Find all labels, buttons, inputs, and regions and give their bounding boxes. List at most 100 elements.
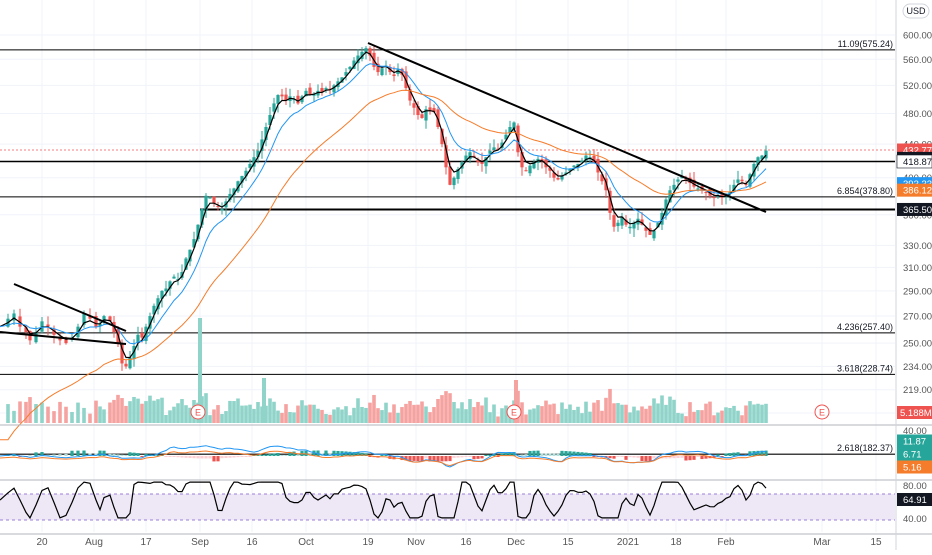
price-tick-label: 330.00 — [903, 241, 932, 252]
volume-bar — [184, 405, 188, 423]
macd-histogram-bar — [292, 451, 296, 456]
macd-histogram-bar — [616, 456, 620, 457]
volume-bar — [640, 406, 644, 423]
macd-histogram-bar — [108, 453, 112, 456]
earnings-marker-label: E — [195, 408, 201, 418]
candle-body — [432, 108, 436, 113]
volume-bar — [472, 407, 476, 423]
fib-level-label: 3.618(228.74) — [837, 363, 893, 373]
macd-histogram-bar — [188, 456, 192, 459]
price-tick-label: 520.00 — [903, 81, 932, 92]
macd-histogram-bar — [704, 456, 708, 459]
macd-histogram-bar — [536, 450, 540, 456]
macd-histogram-bar — [102, 450, 106, 456]
price-tick-label: 290.00 — [903, 286, 932, 297]
candle-body — [476, 160, 480, 163]
macd-histogram-bar — [200, 456, 204, 459]
macd-histogram-bar — [400, 456, 404, 461]
macd-histogram-bar — [120, 454, 124, 456]
candle-body — [396, 69, 400, 74]
macd-histogram-bar — [236, 456, 240, 458]
candle-body — [748, 174, 752, 187]
candle-body — [568, 169, 572, 171]
macd-histogram-bar — [272, 453, 276, 456]
volume-bar — [460, 402, 464, 423]
volume-bar — [616, 403, 620, 423]
candle-body — [168, 281, 172, 289]
macd-histogram-bar — [756, 450, 760, 456]
macd-histogram-bar — [144, 453, 148, 456]
volume-bar — [636, 410, 640, 423]
volume-bar — [124, 405, 128, 423]
macd-histogram-bar — [452, 456, 456, 458]
rsi-tick-label: 80.00 — [903, 481, 927, 492]
time-tick-label: Mar — [813, 537, 831, 548]
volume-bar — [744, 405, 748, 423]
volume-bar — [584, 401, 588, 423]
candle-body — [488, 150, 492, 154]
candle-body — [344, 72, 348, 76]
currency-indicator[interactable]: USD — [902, 3, 930, 19]
macd-histogram-bar — [136, 453, 140, 456]
macd-histogram-bar — [640, 456, 644, 462]
macd-histogram-bar — [288, 451, 292, 456]
volume-bar — [688, 402, 692, 423]
volume-bar — [98, 406, 102, 423]
volume-bar — [252, 408, 256, 423]
candle-body — [400, 68, 404, 75]
volume-bar — [156, 399, 160, 423]
macd-badge — [897, 434, 932, 448]
volume-bar — [132, 396, 136, 423]
volume-bar — [82, 407, 86, 423]
volume-bar — [172, 406, 176, 423]
macd-histogram-bar — [52, 454, 56, 456]
volume-bar — [692, 411, 696, 423]
candle-body — [560, 175, 564, 180]
macd-histogram-bar — [94, 453, 98, 456]
volume-bar — [576, 406, 580, 423]
macd-histogram-bar — [456, 456, 460, 458]
fib-labels: 11.09(575.24) 6.854(378.80) 4.236(257.40) 3… — [837, 39, 893, 453]
candle-body — [148, 316, 152, 329]
macd-badge — [897, 447, 932, 461]
price-tick-label: 250.00 — [903, 339, 932, 350]
candle-body — [628, 226, 632, 229]
time-axis[interactable]: 20 Aug 17 Sep 16 Oct 19 Nov 16 Dec 15 2021 18 Feb Mar 1… — [36, 537, 882, 548]
macd-histogram-bar — [720, 456, 724, 457]
candle-body — [644, 227, 648, 231]
volume-bar — [572, 409, 576, 423]
candle-body — [160, 290, 164, 299]
volume-bar — [500, 408, 504, 423]
volume-bar — [728, 408, 732, 423]
earnings-marker-label: E — [511, 408, 517, 418]
macd-histogram-bar — [324, 450, 328, 456]
macd-histogram-bar — [196, 456, 200, 459]
macd-histogram-bar — [468, 456, 472, 457]
macd-histogram-bar — [644, 456, 648, 462]
volume-bar — [548, 404, 552, 423]
volume-bar — [140, 403, 144, 423]
volume-bar — [488, 412, 492, 423]
volume-bar — [304, 405, 308, 423]
volume-bar — [760, 404, 764, 423]
macd-histogram-bar — [500, 453, 504, 456]
time-tick-label: Oct — [298, 537, 314, 548]
volume-bar — [284, 404, 288, 423]
macd-histogram-bar — [700, 456, 704, 460]
candle-body — [304, 90, 308, 97]
macd-histogram-bar — [480, 456, 484, 459]
fib-level-label: 4.236(257.40) — [837, 322, 893, 332]
volume-bar — [624, 404, 628, 423]
time-tick-label: Aug — [85, 537, 103, 548]
candle-body — [532, 162, 536, 169]
time-tick-label: Nov — [407, 537, 425, 548]
macd-histogram-bar — [736, 452, 740, 456]
rsi-pane — [0, 481, 767, 520]
candle-body — [140, 333, 144, 338]
candle-body — [740, 179, 744, 182]
volume-bar — [236, 398, 240, 423]
candle-body — [364, 48, 368, 53]
